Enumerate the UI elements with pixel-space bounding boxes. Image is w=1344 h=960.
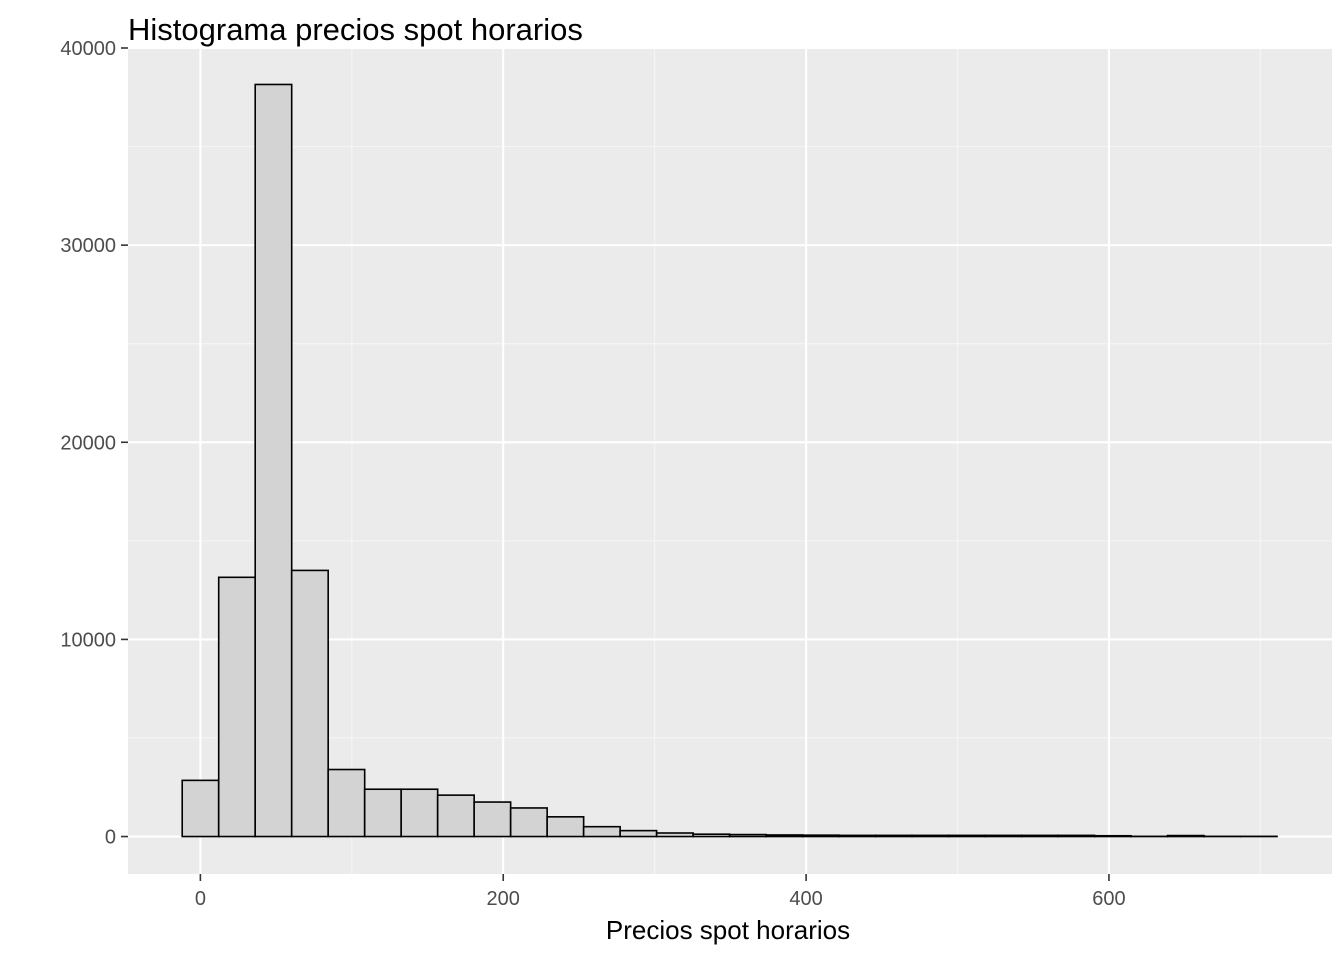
y-tick-label: 0 — [105, 827, 116, 849]
histogram-bar-20 — [874, 834, 913, 838]
histogram-bar-24 — [1020, 834, 1059, 838]
histogram-bar-11 — [546, 816, 585, 838]
histogram-bar-7 — [400, 788, 439, 838]
chart-title: Histograma precios spot horarios — [128, 12, 583, 47]
histogram-bar-14 — [655, 832, 694, 838]
histogram-bar-13 — [619, 829, 658, 838]
x-tick-label: 400 — [789, 888, 822, 910]
histogram-bar-18 — [801, 834, 840, 838]
histogram-bar-19 — [838, 834, 877, 838]
x-tick-label: 0 — [195, 888, 206, 910]
histogram-bar-23 — [984, 834, 1023, 838]
histogram-bar-15 — [692, 833, 731, 838]
minor-gridlines — [128, 48, 1332, 874]
histogram-bar-3 — [254, 83, 293, 838]
y-tick-label: 30000 — [60, 235, 116, 257]
histogram-bar-12 — [582, 825, 621, 838]
histogram-bar-28 — [1166, 834, 1205, 838]
histogram-bar-25 — [1057, 834, 1096, 838]
histogram-bar-4 — [290, 569, 329, 838]
histogram-bars — [181, 83, 1278, 838]
histogram-bar-21 — [911, 834, 950, 838]
histogram-bar-2 — [217, 576, 256, 838]
histogram-bar-16 — [728, 833, 767, 838]
major-gridlines — [128, 46, 1332, 874]
x-axis-title: Precios spot horarios — [606, 915, 850, 945]
y-tick-label: 10000 — [60, 629, 116, 651]
histogram-bar-22 — [947, 834, 986, 838]
histogram-bar-17 — [765, 834, 804, 838]
y-tick-label: 20000 — [60, 432, 116, 454]
x-tick-label: 200 — [487, 888, 520, 910]
histogram-bar-1 — [181, 779, 220, 838]
histogram-bar-9 — [473, 801, 512, 838]
histogram-bar-26 — [1093, 834, 1132, 838]
histogram-bar-6 — [363, 788, 402, 838]
x-axis: 0 200 400 600 — [195, 874, 1126, 910]
histogram-bar-5 — [327, 768, 366, 838]
histogram-bar-8 — [436, 794, 475, 838]
histogram-bar-10 — [509, 807, 548, 838]
y-tick-label: 40000 — [60, 38, 116, 60]
y-axis: 0 10000 20000 30000 40000 — [60, 38, 128, 849]
x-tick-label: 600 — [1092, 888, 1125, 910]
